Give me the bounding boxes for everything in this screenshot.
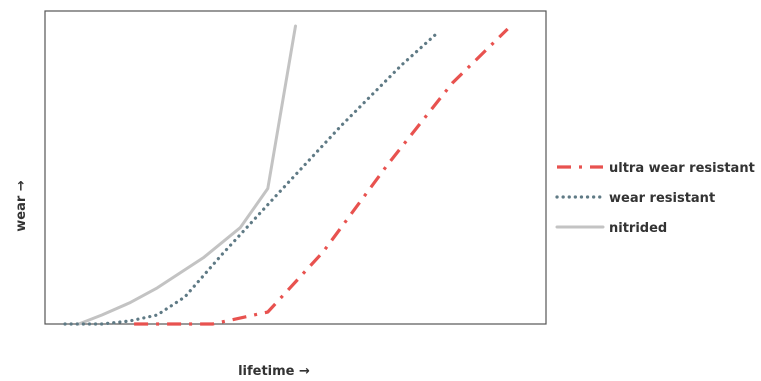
- legend: ultra wear resistant wear resistant nitrid…: [555, 161, 755, 236]
- legend-item-ultra-wear-resistant: ultra wear resistant: [557, 161, 755, 176]
- series-layer: [63, 24, 509, 326]
- plot-area: [44, 10, 547, 325]
- legend-label: nitrided: [609, 221, 667, 236]
- legend-label: wear resistant: [609, 191, 715, 206]
- legend-item-wear-resistant: wear resistant: [555, 191, 715, 206]
- x-axis-label: lifetime →: [238, 364, 310, 379]
- legend-item-nitrided: nitrided: [555, 221, 667, 236]
- y-axis-label: wear →: [14, 180, 29, 232]
- series-line-nitrided: [77, 24, 297, 326]
- series-line-ultra-wear-resistant: [134, 27, 509, 326]
- legend-label: ultra wear resistant: [609, 161, 755, 176]
- series-line-wear-resistant: [63, 30, 440, 326]
